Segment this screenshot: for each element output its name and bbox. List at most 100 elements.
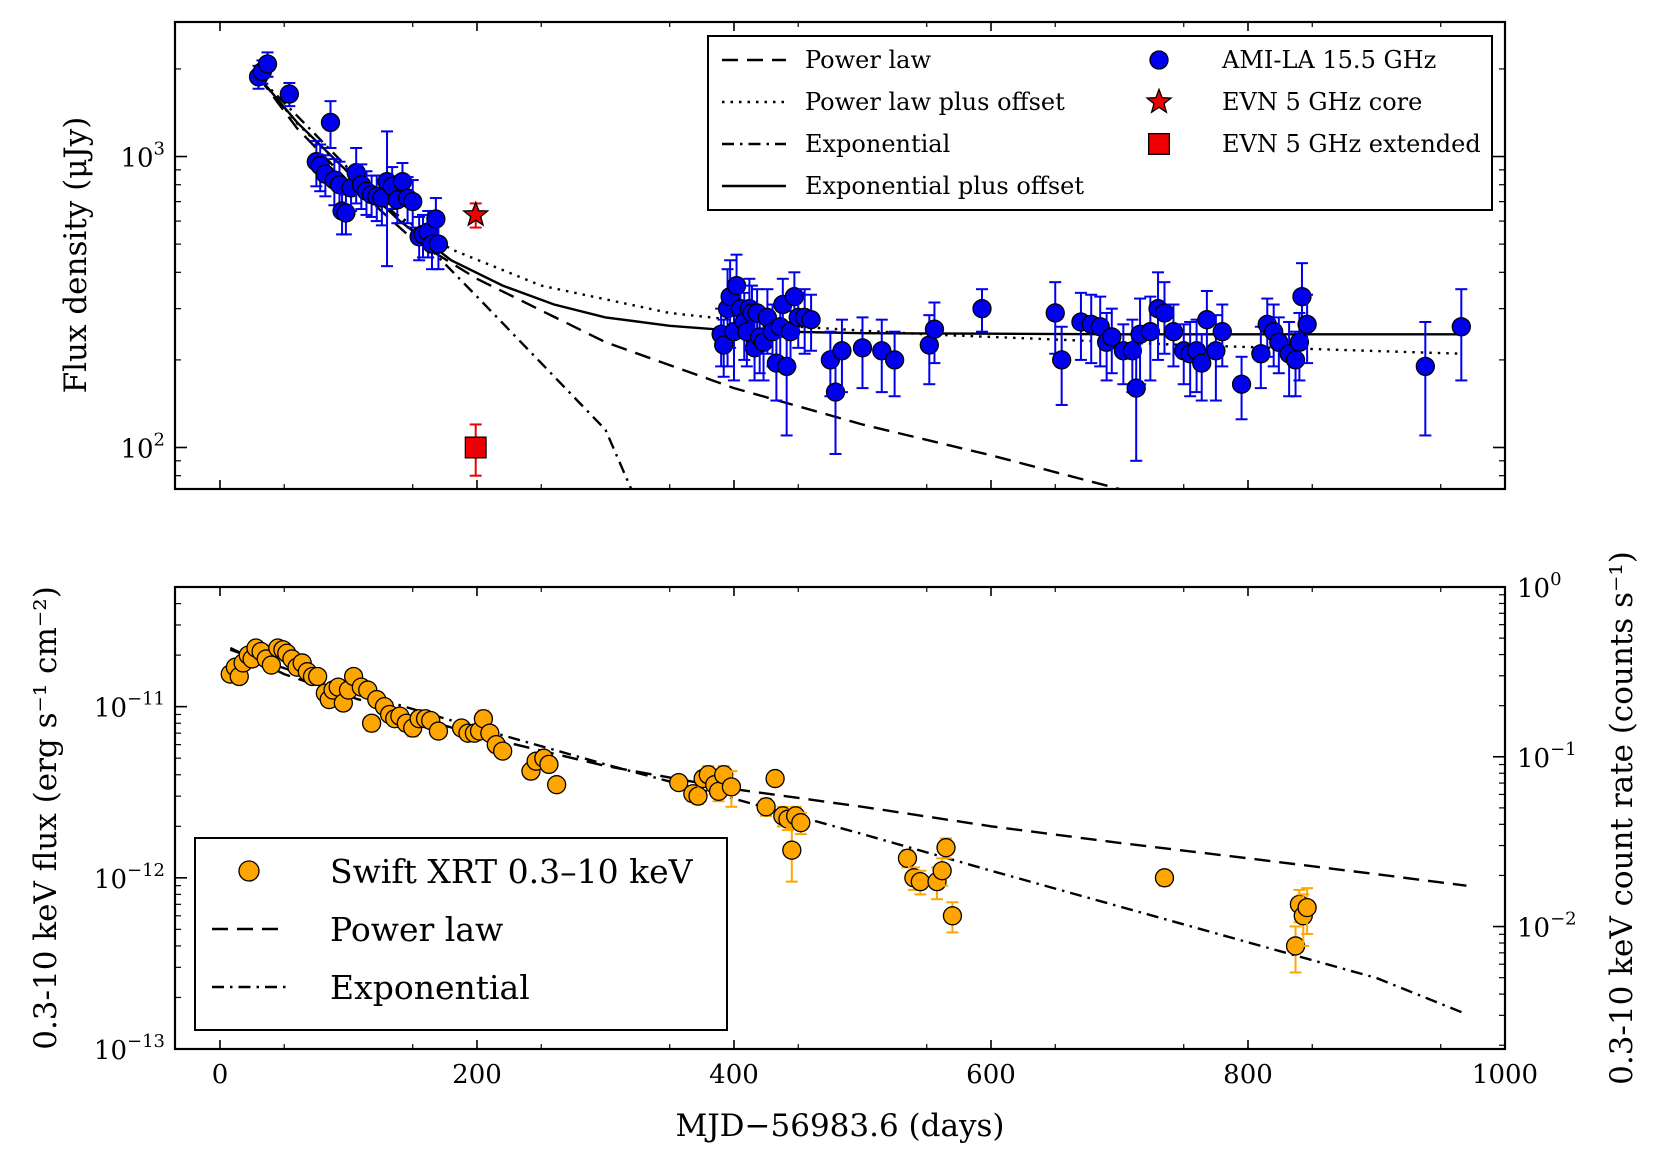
data-point	[884, 330, 905, 398]
x-tick-label: 1000	[1472, 1060, 1538, 1090]
marker-circle	[279, 84, 300, 104]
marker-circle	[539, 754, 559, 775]
marker-circle	[756, 797, 776, 817]
tick-base: 10	[120, 144, 153, 174]
radio-data-points	[248, 51, 1471, 477]
data-point	[688, 786, 708, 806]
data-point	[942, 901, 963, 934]
marker-square	[1148, 132, 1171, 155]
xray-right-y-axis-title: 0.3-10 keV count rate (counts s⁻¹)	[1604, 551, 1640, 1085]
data-point	[1130, 297, 1150, 386]
legend-entry: Exponential	[722, 130, 950, 158]
marker-circle	[1102, 327, 1122, 347]
legend-label: Exponential	[805, 130, 950, 158]
data-point	[1102, 307, 1122, 375]
model-curve-dashdot	[257, 75, 633, 489]
legend-entry: Power law	[722, 46, 931, 74]
data-point	[1192, 333, 1212, 402]
data-point	[872, 318, 892, 394]
xray-plot-frame	[173, 585, 1507, 1051]
legend-label: EVN 5 GHz extended	[1222, 130, 1481, 158]
legend-entry: Exponential	[212, 968, 530, 1007]
y-tick-label: 100	[1517, 569, 1562, 604]
x-tick-label: 200	[452, 1060, 502, 1090]
data-point	[669, 772, 689, 793]
radio-y-axis-title: Flux density (μJy)	[58, 117, 94, 394]
marker-circle	[493, 741, 513, 761]
marker-circle	[1451, 317, 1471, 337]
tick-exponent: −13	[127, 1031, 165, 1052]
marker-circle	[1126, 378, 1146, 398]
marker-circle	[791, 813, 811, 833]
x-tick-label: 600	[966, 1060, 1016, 1090]
y-tick-label: 10−2	[1517, 909, 1577, 944]
data-point	[307, 666, 328, 687]
marker-circle	[547, 775, 567, 795]
data-point	[279, 81, 300, 108]
marker-circle	[1154, 868, 1175, 888]
marker-circle	[1140, 322, 1160, 342]
data-point	[825, 349, 846, 455]
xray-axis-ticks: 0 200 400 600 800 100010−1310−1210−1110−210−1…	[94, 569, 1577, 1090]
legend-entry: Power law plus offset	[722, 88, 1065, 116]
marker-circle	[721, 777, 742, 797]
data-point	[1451, 288, 1471, 382]
marker-circle	[1297, 314, 1317, 334]
legend-entry: Exponential plus offset	[722, 172, 1084, 200]
legend-label: Swift XRT 0.3–10 keV	[330, 852, 694, 891]
marker-circle	[1206, 341, 1226, 361]
data-point	[1251, 325, 1271, 390]
marker-circle	[320, 112, 341, 133]
data-point	[1154, 281, 1175, 355]
marker-circle	[972, 299, 992, 319]
marker-star	[1145, 87, 1173, 114]
marker-circle	[257, 54, 278, 74]
data-point	[464, 423, 487, 477]
marker-circle	[238, 860, 260, 882]
marker-circle	[428, 721, 449, 741]
legend-entry: AMI-LA 15.5 GHz	[1149, 46, 1436, 74]
marker-circle	[924, 319, 945, 339]
marker-circle	[1122, 341, 1142, 361]
data-point	[801, 293, 821, 352]
marker-circle	[669, 772, 689, 793]
data-point	[782, 827, 802, 883]
marker-circle	[852, 338, 873, 358]
marker-circle	[361, 713, 382, 733]
marker-circle	[307, 666, 328, 687]
data-point	[1052, 325, 1072, 406]
marker-circle	[261, 655, 282, 675]
marker-circle	[336, 203, 356, 223]
data-point	[852, 316, 873, 390]
marker-circle	[688, 786, 708, 806]
data-point	[897, 848, 918, 869]
marker-circle	[784, 286, 805, 307]
marker-circle	[1163, 322, 1184, 342]
marker-circle	[1231, 374, 1252, 394]
tick-base: 10	[1517, 744, 1550, 774]
xray-x-axis-title: MJD−56983.6 (days)	[676, 1108, 1005, 1144]
marker-circle	[942, 906, 963, 926]
data-point	[493, 741, 513, 761]
marker-circle	[910, 871, 930, 892]
y-tick-label: 102	[120, 429, 165, 464]
data-point	[765, 768, 785, 789]
marker-square	[464, 436, 487, 459]
tick-exponent: 0	[1550, 569, 1561, 590]
marker-circle	[1415, 356, 1435, 377]
data-point	[1212, 303, 1232, 368]
data-point	[428, 222, 449, 271]
marker-circle	[782, 840, 802, 860]
data-point	[832, 318, 852, 394]
data-point	[932, 857, 952, 887]
tick-base: 10	[1517, 574, 1550, 604]
tick-base: 10	[94, 694, 127, 724]
xray-lightcurve-panel: 0 200 400 600 800 100010−1310−1210−1110−210−1…	[28, 551, 1640, 1144]
legend-box	[707, 35, 1493, 211]
tick-exponent: −12	[127, 860, 165, 881]
marker-circle	[1154, 303, 1175, 323]
legend-label: AMI-LA 15.5 GHz	[1221, 46, 1436, 74]
legend-label: Exponential plus offset	[805, 172, 1084, 200]
